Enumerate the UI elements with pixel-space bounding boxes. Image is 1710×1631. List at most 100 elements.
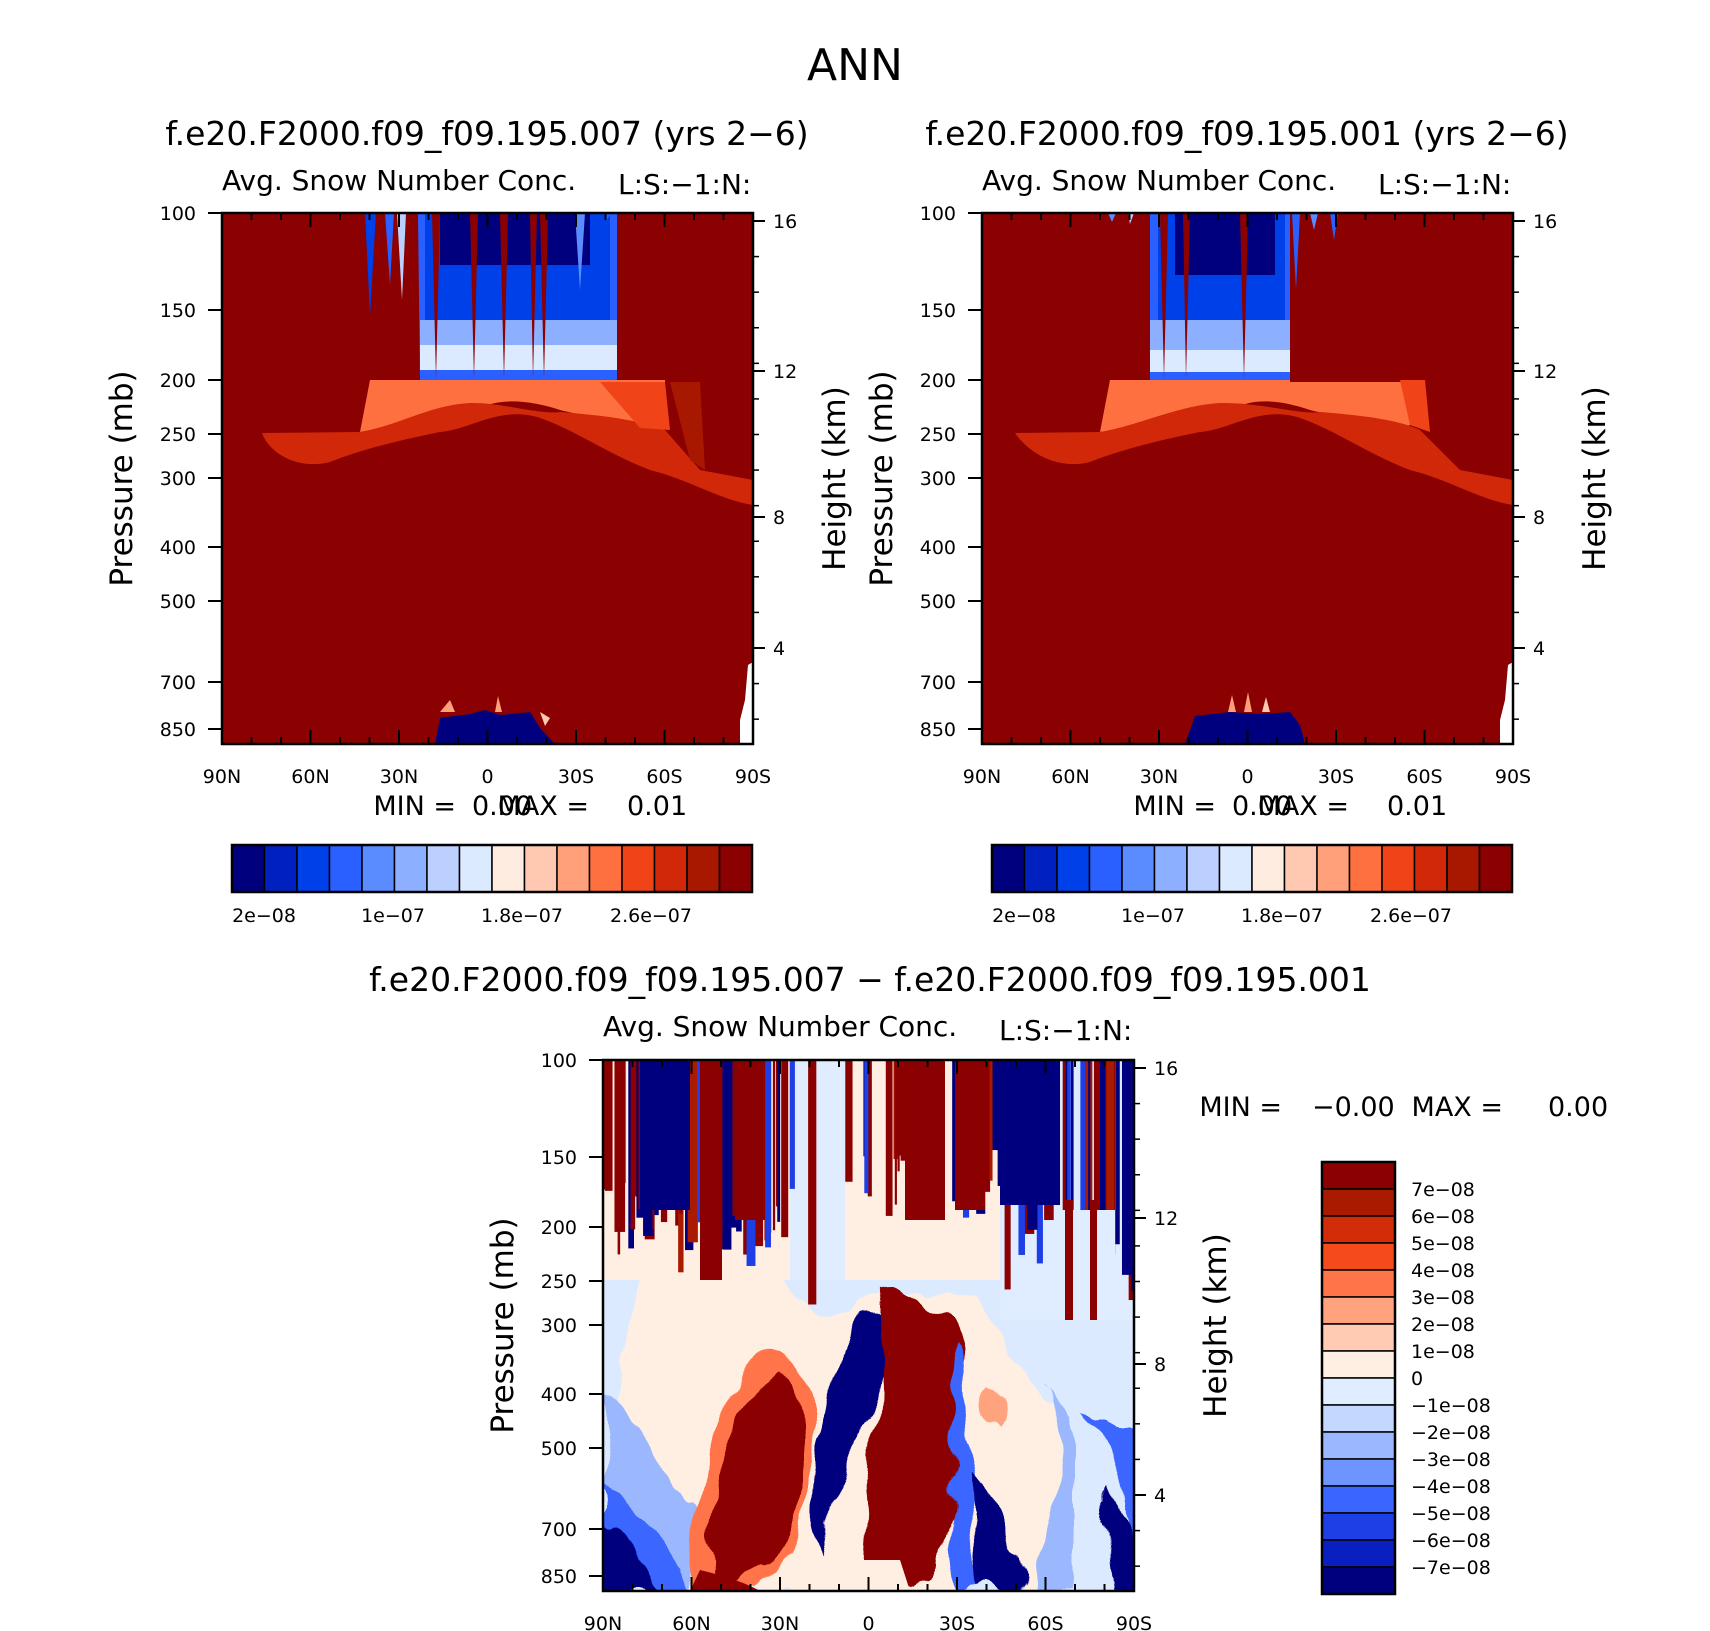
diff-stripe (885, 1060, 893, 1216)
diff-stripe (687, 1060, 698, 1243)
diff-stripe (1096, 1060, 1106, 1278)
y-tick-label: 150 (160, 300, 196, 322)
y2-tick-label: 8 (773, 507, 785, 529)
diff-stripe (808, 1060, 817, 1305)
colorbar-swatch (1218, 844, 1253, 893)
y-tick-label: 150 (541, 1147, 577, 1169)
x-tick-label: 30N (1140, 766, 1178, 788)
colorbar-swatch (361, 844, 396, 893)
panel-left-subtitle-right: L:S:−1:N: (618, 168, 751, 201)
y-tick-label: 500 (160, 591, 196, 613)
y-tick-label: 400 (160, 537, 196, 559)
y2-tick-label: 8 (1154, 1354, 1166, 1376)
panel-diff-min-value: −0.00 (1312, 1092, 1395, 1123)
diff-block (700, 1060, 722, 1280)
panel-diff-max-value: 0.00 (1548, 1092, 1608, 1123)
panel-right: f.e20.F2000.f09_f09.195.001 (yrs 2−6) Av… (864, 114, 1613, 927)
panel-left-colorbar (230, 843, 754, 894)
diff-stripe (1070, 1060, 1074, 1212)
colorbar-label: −2e−08 (1411, 1422, 1491, 1444)
diff-stripe (765, 1060, 771, 1248)
y-tick-label: 300 (920, 468, 956, 490)
y-axis-label: Pressure (mb) (864, 370, 900, 586)
panel-right-colorbar-label: 2.6e−07 (1370, 905, 1452, 927)
colorbar-swatch (328, 844, 363, 893)
diff-stripe (617, 1060, 621, 1255)
panel-diff-lower-structure (603, 1257, 1134, 1591)
colorbar-swatch (1056, 844, 1091, 893)
diff-stripe (772, 1060, 776, 1231)
y-tick-label: 150 (920, 300, 956, 322)
panel-left-colorbar-label: 2e−08 (232, 905, 296, 927)
diff-stripe (845, 1060, 853, 1182)
y-tick-label: 850 (920, 719, 956, 741)
panel-left-max-value: 0.01 (627, 791, 687, 822)
x-tick-label: 60S (1406, 766, 1442, 788)
panel-diff-blue-block (1000, 1060, 1060, 1205)
panel-left-colorbar-label: 2.6e−07 (610, 905, 692, 927)
x-tick-label: 0 (1241, 766, 1253, 788)
x-tick-label: 30N (380, 766, 418, 788)
colorbar-label: −6e−08 (1411, 1530, 1491, 1552)
x-tick-label: 90S (735, 766, 771, 788)
diff-stripe (867, 1060, 872, 1197)
diff-stripe (1093, 1060, 1100, 1305)
colorbar-swatch (296, 844, 331, 893)
colorbar-swatch (1321, 1323, 1396, 1352)
colorbar-swatch (523, 844, 558, 893)
panel-right-min-label: MIN = (1133, 791, 1216, 822)
diff-stripe (896, 1060, 907, 1156)
panel-right-max-label: MAX = (1258, 791, 1349, 822)
diff-block (905, 1060, 945, 1220)
diff-block (1065, 1200, 1073, 1320)
colorbar-swatch (1153, 844, 1188, 893)
colorbar-swatch (1321, 1377, 1396, 1406)
diff-stripe (864, 1060, 869, 1194)
x-tick-label: 30S (558, 766, 594, 788)
x-tick-label: 30N (761, 1613, 799, 1631)
colorbar-label: −3e−08 (1411, 1449, 1491, 1471)
y-tick-label: 250 (541, 1271, 577, 1293)
x-tick-label: 90N (203, 766, 241, 788)
colorbar-swatch (1321, 1161, 1396, 1190)
diff-stripe (1067, 1060, 1071, 1204)
colorbar-swatch (991, 844, 1026, 893)
colorbar-swatch (231, 844, 266, 893)
y-tick-label: 300 (160, 468, 196, 490)
colorbar-swatch (1321, 1296, 1396, 1325)
panel-diff: f.e20.F2000.f09_f09.195.007 − f.e20.F200… (369, 960, 1608, 1631)
panel-left-max-label: MAX = (498, 791, 589, 822)
panel-left-lower-structure (435, 662, 753, 744)
panel-diff-colorbar-labels: 7e−08 6e−08 5e−08 4e−08 3e−08 2e−08 1e−08 0 −1e−… (1411, 1179, 1491, 1579)
panel-diff-field (603, 1060, 1134, 1591)
panel-diff-title: f.e20.F2000.f09_f09.195.007 − f.e20.F200… (369, 960, 1371, 999)
x-tick-label: 60N (1051, 766, 1089, 788)
colorbar-swatch (1186, 844, 1221, 893)
panel-right-colorbar-label: 1e−07 (1121, 905, 1185, 927)
y2-tick-label: 12 (773, 361, 797, 383)
diff-stripe (789, 1060, 795, 1189)
diff-stripe (1106, 1060, 1115, 1220)
y-tick-label: 400 (541, 1384, 577, 1406)
x-tick-label: 0 (862, 1613, 874, 1631)
y2-tick-label: 8 (1533, 507, 1545, 529)
y2-tick-label: 4 (773, 638, 785, 660)
colorbar-swatch (1321, 1404, 1396, 1433)
x-tick-label: 60S (646, 766, 682, 788)
panel-right-min-value: 0.00 (1232, 791, 1292, 822)
colorbar-label: 3e−08 (1411, 1287, 1475, 1309)
diff-stripe (1088, 1060, 1091, 1240)
y2-axis-label: Height (km) (1577, 386, 1613, 571)
panel-diff-stripes (603, 1060, 1134, 1320)
colorbar-frame (1320, 1160, 1397, 1596)
diff-stripe (1080, 1060, 1089, 1262)
y2-tick-label: 4 (1533, 638, 1545, 660)
diff-stripe (1121, 1060, 1132, 1275)
colorbar-swatch (1321, 1566, 1396, 1595)
x-tick-label: 90N (584, 1613, 622, 1631)
colorbar-swatch (1321, 1485, 1396, 1514)
panel-diff-bottom-patch (690, 1570, 760, 1591)
panel-right-subtitle-right: L:S:−1:N: (1378, 168, 1511, 201)
y-tick-label: 400 (920, 537, 956, 559)
colorbar-label: 0 (1411, 1368, 1423, 1390)
